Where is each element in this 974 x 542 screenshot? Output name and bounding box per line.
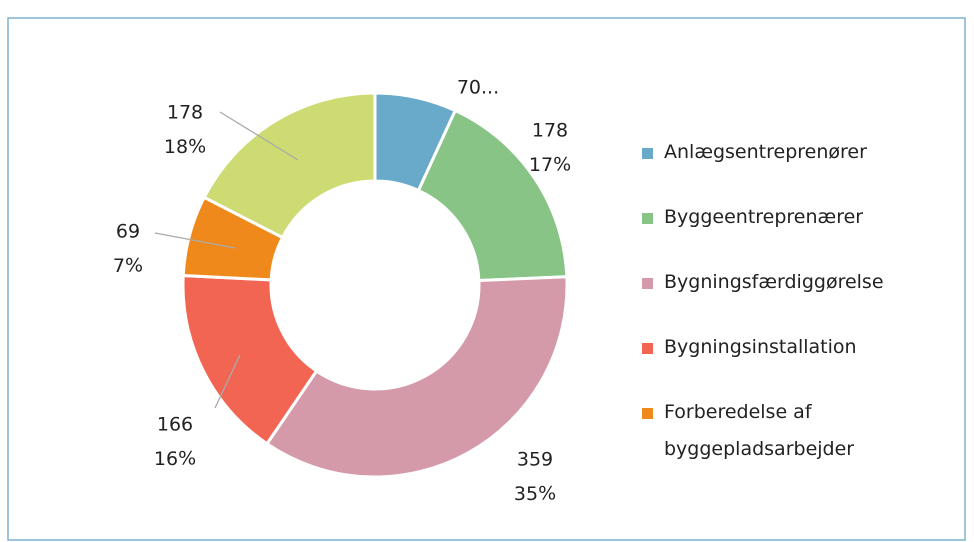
percent-label: 35% bbox=[514, 483, 556, 505]
legend-item: Bygningsfærdiggørelse bbox=[642, 264, 942, 301]
donut-slice bbox=[264, 275, 569, 479]
legend-item: Bygningsinstallation bbox=[642, 329, 942, 366]
percent-value: 18 bbox=[164, 136, 188, 158]
value-label: 178 bbox=[532, 120, 568, 142]
percent-label: 7% bbox=[113, 255, 143, 277]
legend-label: Forberedelse af byggepladsarbejder bbox=[664, 401, 855, 460]
percent-value: 17 bbox=[529, 154, 553, 176]
legend-item: Anlægsentreprenører bbox=[642, 134, 942, 171]
legend-swatch bbox=[642, 408, 653, 419]
legend-item: Forberedelse af byggepladsarbejder bbox=[642, 394, 942, 468]
value-label: 178 bbox=[167, 102, 203, 124]
donut-slice bbox=[416, 108, 569, 283]
leader-line bbox=[219, 111, 299, 161]
leader-line bbox=[214, 354, 241, 409]
value-label: 359 bbox=[517, 449, 553, 471]
frame bbox=[7, 17, 966, 541]
percent-label: 18% bbox=[164, 136, 206, 158]
legend-label: Bygningsfærdiggørelse bbox=[664, 271, 884, 293]
value-label: 166 bbox=[157, 414, 193, 436]
percent-value: 35 bbox=[514, 483, 538, 505]
percent-label: 16% bbox=[154, 448, 196, 470]
legend-swatch bbox=[642, 343, 653, 354]
donut-slice bbox=[181, 273, 319, 446]
legend-item: Byggeentreprenærer bbox=[642, 199, 942, 236]
donut-slice bbox=[202, 91, 377, 240]
legend-swatch bbox=[642, 148, 653, 159]
value-label: 70... bbox=[457, 77, 499, 99]
legend-label: Anlægsentreprenører bbox=[664, 141, 867, 163]
percent-label: 17% bbox=[529, 154, 571, 176]
legend: Anlægsentreprenører Byggeentreprenærer Byg… bbox=[642, 134, 942, 496]
legend-label: Byggeentreprenærer bbox=[664, 206, 864, 228]
percent-value: 16 bbox=[154, 448, 178, 470]
value-label: 69 bbox=[116, 221, 140, 243]
percent-value: 7 bbox=[113, 255, 125, 277]
legend-swatch bbox=[642, 278, 653, 289]
legend-label: Bygningsinstallation bbox=[664, 336, 857, 358]
legend-swatch bbox=[642, 213, 653, 224]
leader-line bbox=[154, 232, 236, 249]
